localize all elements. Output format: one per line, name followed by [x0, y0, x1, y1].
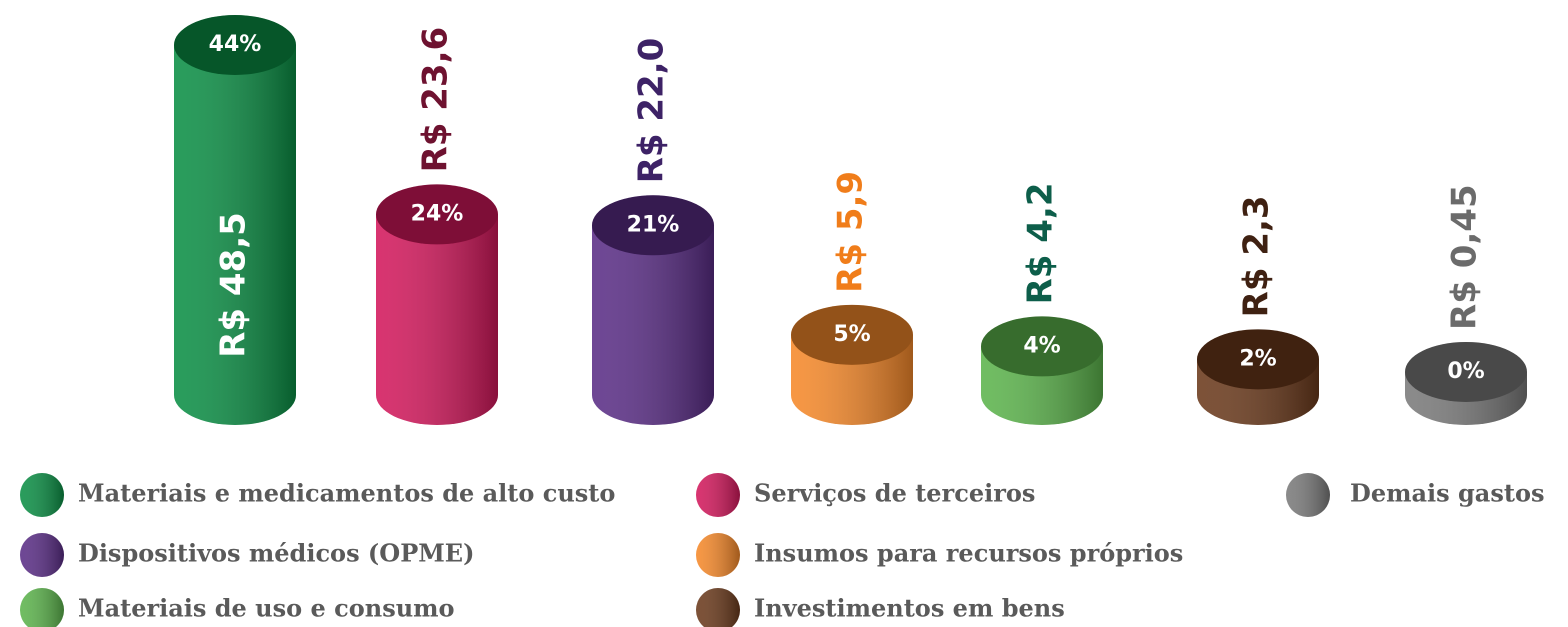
share-label: 0%	[1447, 359, 1484, 384]
cylinder-shade	[376, 214, 498, 425]
share-label: 24%	[411, 201, 464, 226]
legend-swatch-shade	[696, 533, 740, 577]
value-label: R$ 0,45	[1445, 184, 1485, 330]
value-label: R$ 48,5	[214, 212, 254, 358]
cylinder-top-shade	[981, 316, 1103, 377]
legend-swatch-shade	[20, 473, 64, 517]
cylinder-top-shade	[1197, 329, 1319, 390]
value-label: R$ 23,6	[416, 27, 456, 173]
legend-label: Serviços de terceiros	[754, 479, 1035, 508]
legend-label: Investimentos em bens	[754, 594, 1065, 623]
cylinder-top	[174, 15, 296, 75]
value-label: R$ 5,9	[831, 171, 871, 293]
cylinder-top-shade	[592, 195, 714, 256]
value-label: R$ 22,0	[632, 38, 672, 184]
legend-label: Materiais e medicamentos de alto custo	[78, 479, 615, 508]
cylinder-top	[376, 184, 498, 245]
cylinder-top	[1197, 329, 1319, 390]
cylinder-top-shade	[791, 304, 913, 365]
cylinder-top	[592, 195, 714, 256]
cylinder-top-shade	[174, 15, 296, 75]
value-label: R$ 2,3	[1237, 195, 1277, 317]
share-label: 44%	[209, 32, 262, 57]
share-label: 2%	[1239, 346, 1276, 371]
legend-swatch-shade	[1286, 473, 1330, 517]
legend-label: Demais gastos	[1350, 479, 1544, 508]
legend-swatch-shade	[696, 588, 740, 627]
share-label: 5%	[833, 322, 870, 347]
legend-swatch-shade	[696, 473, 740, 517]
share-label: 4%	[1023, 333, 1060, 358]
cylinder-shade	[592, 225, 714, 425]
share-label: 21%	[627, 212, 680, 237]
legend-label: Insumos para recursos próprios	[754, 539, 1183, 568]
legend-swatch-shade	[20, 588, 64, 627]
cylinder-shade	[174, 45, 296, 425]
cylinder-top	[981, 316, 1103, 377]
value-label: R$ 4,2	[1021, 183, 1061, 305]
cylinder-top	[791, 304, 913, 365]
legend-label: Materiais de uso e consumo	[78, 594, 455, 623]
cylinder-top-shade	[376, 184, 498, 245]
cylinder-top	[1405, 341, 1527, 402]
legend-label: Dispositivos médicos (OPME)	[78, 539, 474, 568]
cylinder-top-shade	[1405, 341, 1527, 402]
legend-swatch-shade	[20, 533, 64, 577]
